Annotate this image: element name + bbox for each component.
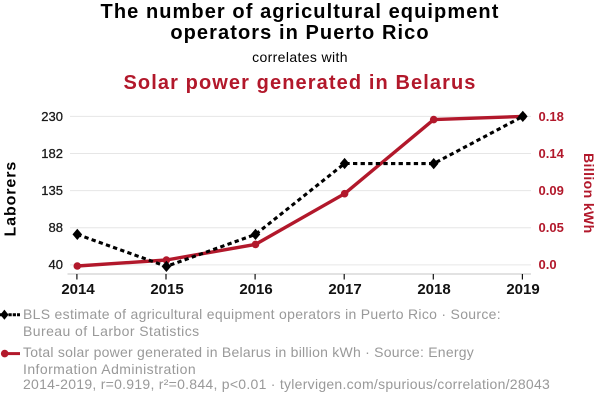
svg-text:0.09: 0.09 — [539, 183, 564, 198]
svg-text:0.05: 0.05 — [539, 220, 564, 235]
svg-text:Solar power generated in Belar: Solar power generated in Belarus — [123, 72, 476, 94]
svg-text:40: 40 — [49, 257, 63, 272]
svg-text:operators in Puerto Rico: operators in Puerto Rico — [170, 22, 429, 44]
svg-text:88: 88 — [49, 220, 63, 235]
svg-text:230: 230 — [41, 109, 63, 124]
svg-text:Information Administration: Information Administration — [23, 361, 196, 377]
svg-text:2016: 2016 — [239, 281, 272, 298]
svg-text:2017: 2017 — [328, 281, 361, 298]
svg-text:correlates with: correlates with — [252, 49, 348, 65]
svg-text:The number of agricultural equ: The number of agricultural equipment — [101, 1, 500, 23]
svg-text:Laborers: Laborers — [2, 161, 19, 237]
svg-text:2018: 2018 — [417, 281, 450, 298]
svg-text:Billion kWh: Billion kWh — [581, 153, 597, 234]
svg-text:0.0: 0.0 — [539, 257, 557, 272]
svg-text:2014-2019, r=0.919, r²=0.844,: 2014-2019, r=0.919, r²=0.844, p<0.01 · t… — [23, 376, 550, 392]
svg-text:2015: 2015 — [150, 281, 183, 298]
svg-text:Total solar power generated in: Total solar power generated in Belarus i… — [23, 344, 474, 360]
svg-text:182: 182 — [41, 146, 63, 161]
svg-text:135: 135 — [41, 183, 63, 198]
svg-text:0.14: 0.14 — [539, 146, 565, 161]
svg-text:2019: 2019 — [506, 281, 539, 298]
svg-text:0.18: 0.18 — [539, 109, 564, 124]
svg-text:BLS estimate of agricultural e: BLS estimate of agricultural equipment o… — [23, 306, 501, 322]
svg-text:2014: 2014 — [61, 281, 95, 298]
svg-text:Bureau of Larbor Statistics: Bureau of Larbor Statistics — [23, 323, 200, 339]
